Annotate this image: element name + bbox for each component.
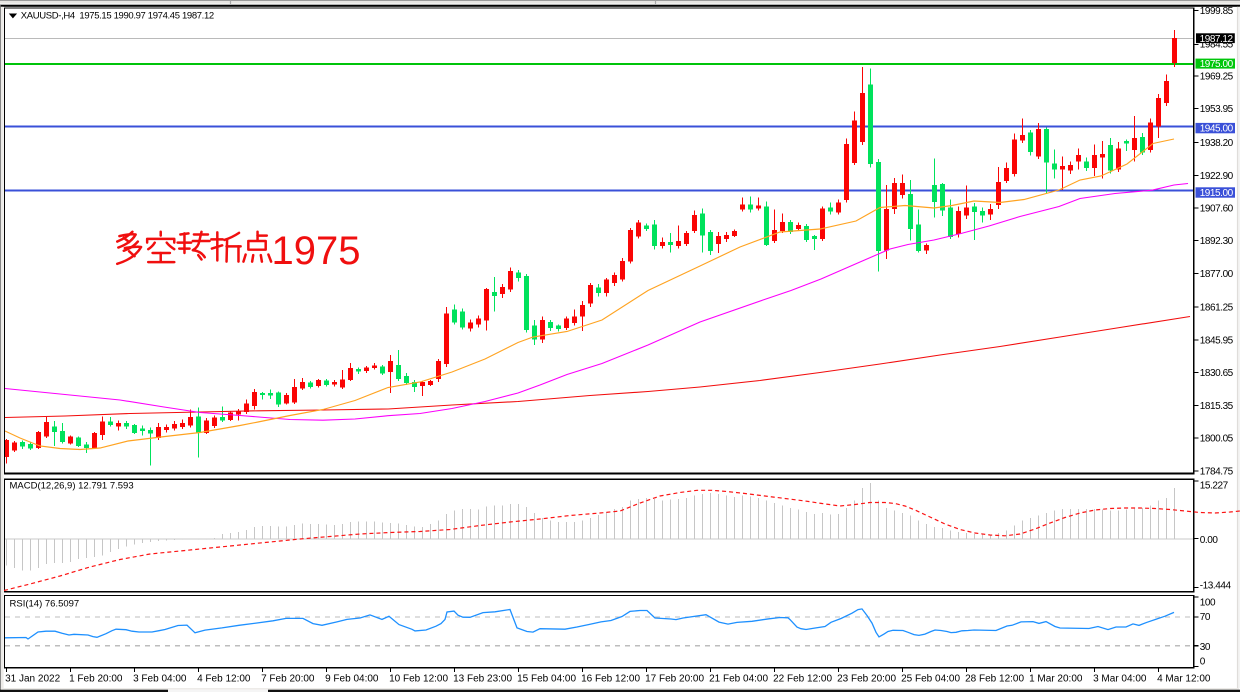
svg-text:7 Feb 20:00: 7 Feb 20:00	[261, 673, 315, 684]
svg-text:10 Feb 12:00: 10 Feb 12:00	[389, 673, 448, 684]
svg-text:22 Feb 12:00: 22 Feb 12:00	[773, 673, 832, 684]
svg-text:1877.00: 1877.00	[1200, 269, 1234, 280]
svg-text:1907.60: 1907.60	[1200, 204, 1234, 215]
svg-text:9 Feb 04:00: 9 Feb 04:00	[325, 673, 379, 684]
svg-text:28 Feb 12:00: 28 Feb 12:00	[965, 673, 1024, 684]
svg-text:1945.00: 1945.00	[1200, 124, 1234, 135]
svg-text:1953.95: 1953.95	[1200, 104, 1234, 115]
svg-text:1892.30: 1892.30	[1200, 236, 1234, 247]
svg-text:21 Feb 04:00: 21 Feb 04:00	[709, 673, 768, 684]
svg-text:16 Feb 12:00: 16 Feb 12:00	[581, 673, 640, 684]
svg-text:XAUUSD-,H4 1975.15 1990.97 19: XAUUSD-,H4 1975.15 1990.97 1974.45 1987.…	[21, 10, 214, 21]
svg-text:1984.55: 1984.55	[1200, 40, 1234, 51]
svg-text:15 Feb 04:00: 15 Feb 04:00	[517, 673, 576, 684]
svg-text:1784.75: 1784.75	[1200, 467, 1234, 478]
svg-text:13 Feb 23:00: 13 Feb 23:00	[453, 673, 512, 684]
svg-text:RSI(14) 76.5097: RSI(14) 76.5097	[10, 598, 80, 609]
svg-text:0.00: 0.00	[1200, 535, 1219, 546]
svg-text:1938.20: 1938.20	[1200, 138, 1234, 149]
svg-text:15.227: 15.227	[1200, 481, 1229, 492]
svg-text:1915.00: 1915.00	[1200, 188, 1234, 199]
svg-text:30: 30	[1200, 642, 1211, 653]
svg-text:MACD(12,26,9) 12.791 7.593: MACD(12,26,9) 12.791 7.593	[10, 481, 134, 492]
svg-text:-13.444: -13.444	[1200, 580, 1232, 591]
svg-text:3 Feb 04:00: 3 Feb 04:00	[133, 673, 187, 684]
svg-text:1969.25: 1969.25	[1200, 72, 1234, 83]
svg-text:23 Feb 20:00: 23 Feb 20:00	[837, 673, 896, 684]
svg-text:1975: 1975	[272, 229, 361, 273]
svg-text:1922.90: 1922.90	[1200, 171, 1234, 182]
svg-text:31 Jan 2022: 31 Jan 2022	[5, 673, 60, 684]
svg-text:1 Mar 20:00: 1 Mar 20:00	[1029, 673, 1083, 684]
svg-text:1830.65: 1830.65	[1200, 368, 1234, 379]
svg-text:4 Feb 12:00: 4 Feb 12:00	[197, 673, 251, 684]
svg-text:25 Feb 04:00: 25 Feb 04:00	[901, 673, 960, 684]
svg-text:17 Feb 20:00: 17 Feb 20:00	[645, 673, 704, 684]
svg-text:1 Feb 20:00: 1 Feb 20:00	[69, 673, 123, 684]
svg-text:1987.12: 1987.12	[1200, 34, 1234, 45]
svg-text:100: 100	[1200, 598, 1216, 609]
svg-text:4 Mar 12:00: 4 Mar 12:00	[1157, 673, 1211, 684]
svg-text:70: 70	[1200, 612, 1211, 623]
svg-text:3 Mar 04:00: 3 Mar 04:00	[1093, 673, 1147, 684]
svg-text:1861.25: 1861.25	[1200, 303, 1234, 314]
svg-text:1815.35: 1815.35	[1200, 401, 1234, 412]
svg-text:1975.00: 1975.00	[1200, 59, 1234, 70]
svg-text:1845.95: 1845.95	[1200, 336, 1234, 347]
svg-text:0: 0	[1200, 657, 1206, 668]
svg-text:1999.85: 1999.85	[1200, 6, 1234, 17]
svg-text:1800.05: 1800.05	[1200, 434, 1234, 445]
